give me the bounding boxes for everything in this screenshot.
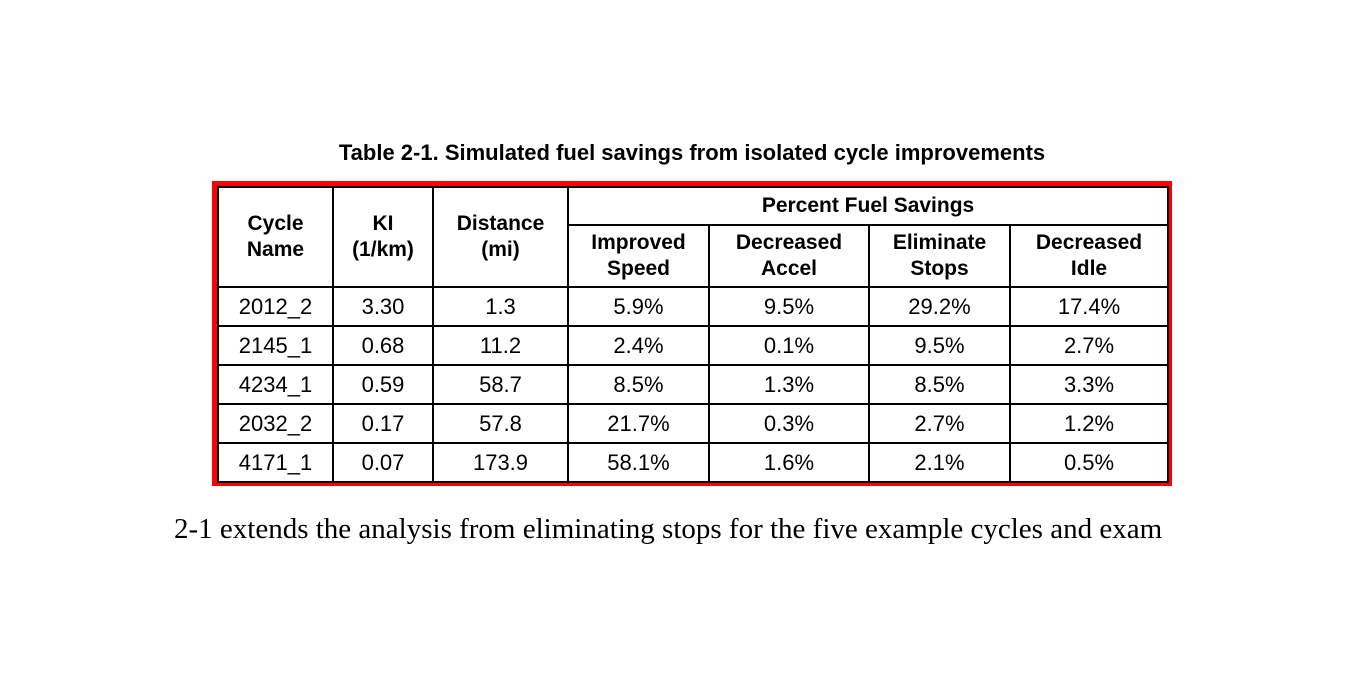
cell-decreased-accel: 1.3%: [708, 364, 870, 405]
cell-eliminate-stops: 9.5%: [868, 325, 1011, 366]
col-header-eliminate-stops: Eliminate Stops: [868, 224, 1011, 288]
cell-distance: 57.8: [432, 403, 569, 444]
cell-ki: 0.68: [332, 325, 434, 366]
col-header-distance: Distance (mi): [432, 186, 569, 288]
table-row: 4171_1 0.07 173.9 58.1% 1.6% 2.1% 0.5%: [217, 442, 1170, 483]
cell-eliminate-stops: 8.5%: [868, 364, 1011, 405]
cell-distance: 11.2: [432, 325, 569, 366]
cell-distance: 173.9: [432, 442, 569, 483]
highlighted-table-red-border: Cycle Name KI (1/km) Distance (mi) Perce…: [212, 181, 1172, 486]
col-header-decreased-idle: Decreased Idle: [1008, 224, 1170, 288]
cell-ki: 0.59: [332, 364, 434, 405]
cell-eliminate-stops: 2.1%: [868, 442, 1011, 483]
cell-cycle-name: 2032_2: [217, 403, 334, 444]
cell-ki: 3.30: [332, 286, 434, 327]
cell-distance: 58.7: [432, 364, 569, 405]
cell-cycle-name: 4234_1: [217, 364, 334, 405]
col-header-improved-speed: Improved Speed: [567, 224, 710, 288]
table-row: 4234_1 0.59 58.7 8.5% 1.3% 8.5% 3.3%: [217, 364, 1170, 405]
cell-decreased-accel: 1.6%: [708, 442, 870, 483]
cell-distance: 1.3: [432, 286, 569, 327]
cell-eliminate-stops: 29.2%: [868, 286, 1011, 327]
cell-decreased-idle: 2.7%: [1008, 325, 1170, 366]
body-paragraph-text: 2-1 extends the analysis from eliminatin…: [174, 513, 1163, 545]
cell-improved-speed: 21.7%: [567, 403, 710, 444]
cell-eliminate-stops: 2.7%: [868, 403, 1011, 444]
col-header-ki: KI (1/km): [332, 186, 434, 288]
cell-decreased-accel: 0.3%: [708, 403, 870, 444]
cell-improved-speed: 58.1%: [567, 442, 710, 483]
cell-ki: 0.07: [332, 442, 434, 483]
cell-decreased-idle: 17.4%: [1008, 286, 1170, 327]
cell-improved-speed: 2.4%: [567, 325, 710, 366]
cell-decreased-idle: 1.2%: [1008, 403, 1170, 444]
col-group-header-percent-fuel-savings: Percent Fuel Savings: [566, 186, 1170, 226]
fuel-savings-table: Cycle Name KI (1/km) Distance (mi) Perce…: [217, 186, 1170, 483]
cell-cycle-name: 2012_2: [217, 286, 334, 327]
cell-decreased-idle: 0.5%: [1008, 442, 1170, 483]
table-caption-title: Table 2-1. Simulated fuel savings from i…: [338, 140, 1046, 165]
table-row: 2145_1 0.68 11.2 2.4% 0.1% 9.5% 2.7%: [217, 325, 1170, 366]
col-header-cycle-name: Cycle Name: [217, 186, 334, 288]
cell-improved-speed: 8.5%: [567, 364, 710, 405]
cell-ki: 0.17: [332, 403, 434, 444]
table-row: 2012_2 3.30 1.3 5.9% 9.5% 29.2% 17.4%: [217, 286, 1170, 327]
cell-decreased-accel: 9.5%: [708, 286, 870, 327]
cell-cycle-name: 2145_1: [217, 325, 334, 366]
cell-decreased-accel: 0.1%: [708, 325, 870, 366]
cell-improved-speed: 5.9%: [567, 286, 710, 327]
table-row: 2032_2 0.17 57.8 21.7% 0.3% 2.7% 1.2%: [217, 403, 1170, 444]
cell-cycle-name: 4171_1: [217, 442, 334, 483]
col-header-decreased-accel: Decreased Accel: [708, 224, 870, 288]
cell-decreased-idle: 3.3%: [1008, 364, 1170, 405]
